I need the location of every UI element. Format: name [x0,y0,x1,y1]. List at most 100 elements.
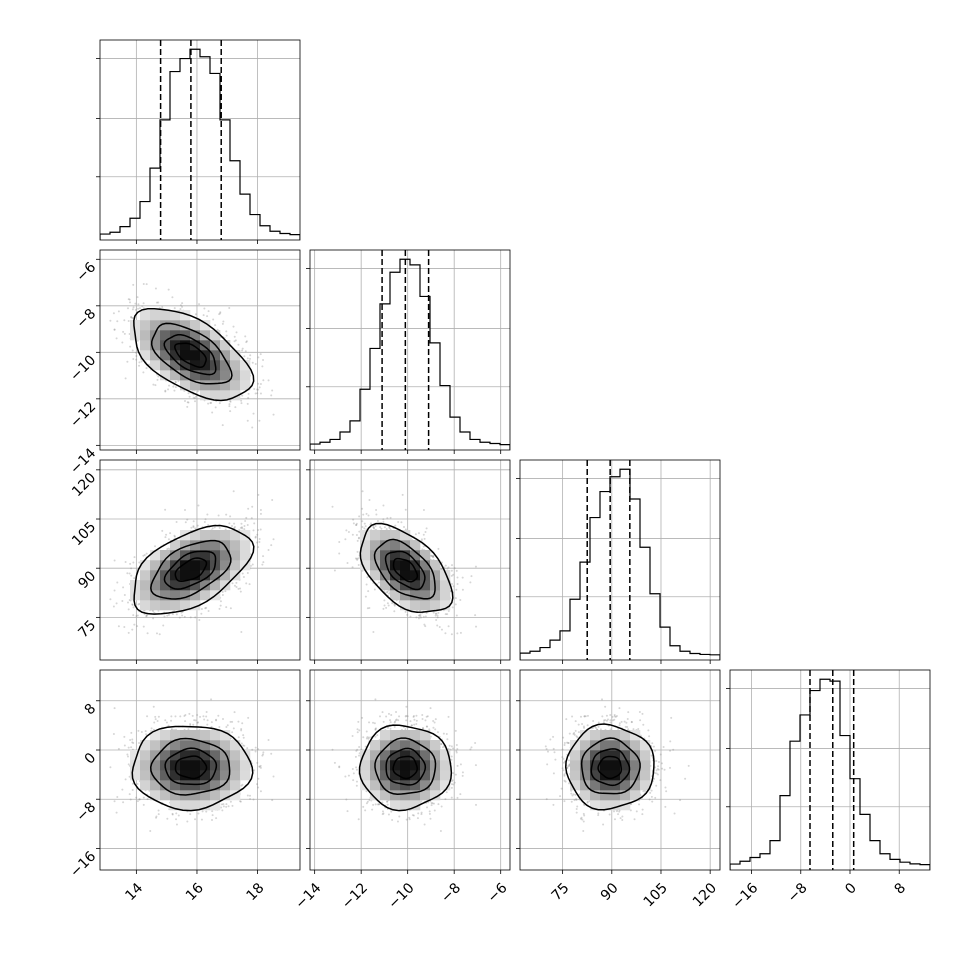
scatter-point [356,539,359,542]
density-cell [220,550,231,561]
scatter-point [351,533,354,536]
scatter-point [368,607,371,610]
scatter-point [196,524,199,527]
density-cell [430,590,441,601]
density-cell [150,600,161,611]
density-cell [220,340,231,351]
scatter-point [361,525,364,528]
scatter-point [187,392,190,395]
scatter-point [228,307,231,310]
density-cell [160,370,171,381]
scatter-point [456,576,459,579]
scatter-point [418,614,421,617]
scatter-point [256,533,259,536]
density-cell [180,350,191,361]
scatter-point [117,310,120,313]
scatter-point [237,736,240,739]
scatter-point [437,547,440,550]
density-cell [170,580,181,591]
density-cell [180,590,191,601]
scatter-point [133,623,136,626]
scatter-point [447,609,450,612]
scatter-point [149,830,152,833]
scatter-point [361,520,364,523]
panel-frame [519,459,721,661]
scatter-point [356,558,359,561]
scatter-point [446,567,449,570]
scatter-point [444,613,447,616]
density-cell [190,530,201,541]
density-cell [220,580,231,591]
density-cell [210,350,221,361]
scatter-point [352,522,355,525]
scatter-point [154,287,157,290]
scatter-point [385,606,388,609]
scatter-point [155,815,158,818]
scatter-point [84,768,86,770]
density-cell [150,580,161,591]
scatter-point [136,614,139,617]
scatter-point [133,556,136,559]
density-cell [130,320,141,331]
scatter-point [214,324,217,327]
scatter-point [135,358,138,361]
scatter-point [198,618,201,621]
scatter-point [190,526,193,529]
scatter-point [186,405,189,408]
scatter-point [189,616,192,619]
scatter-point [113,559,116,562]
scatter-point [262,561,265,564]
scatter-point [128,793,131,796]
scatter-point [109,319,112,322]
scatter-point [259,766,262,769]
density-cell [180,360,191,371]
scatter-point [383,526,386,529]
density-cell [190,350,201,361]
density-cell [200,590,211,601]
scatter-point [453,567,456,570]
scatter-point [242,576,245,579]
scatter-point [247,392,250,395]
scatter-point [246,571,249,574]
scatter-point [200,612,203,615]
scatter-point [188,395,191,398]
density-cell [240,550,251,561]
scatter-point [357,537,360,540]
density-cell [240,380,251,391]
scatter-point [454,603,457,606]
scatter-point [131,308,134,311]
scatter-point [355,523,358,526]
density-cell [180,540,191,551]
density-cell [230,350,241,361]
scatter-point [248,583,251,586]
scatter-point [171,728,174,731]
scatter-point [229,410,232,413]
scatter-point [388,527,391,530]
density-cell [390,560,401,571]
density-cell [230,540,241,551]
contour-2-0-0 [133,524,255,615]
scatter-point [370,522,373,525]
scatter-point [138,364,141,367]
scatter-point [171,613,174,616]
scatter-point [232,490,235,493]
scatter-point [173,307,176,310]
scatter-point [137,303,140,306]
histogram-1 [310,258,510,450]
scatter-point [145,283,148,286]
scatter-point [138,307,141,310]
scatter-point [167,547,170,550]
scatter-point [246,402,249,405]
scatter-point [459,631,462,634]
scatter-point [262,555,265,558]
scatter-point [257,356,260,359]
scatter-point [123,319,126,322]
scatter-point [129,562,132,565]
scatter-point [438,625,441,628]
density-cell [160,560,171,571]
density-cell [180,600,191,611]
scatter-point [367,514,370,517]
scatter-point [423,623,426,626]
scatter-point [451,606,454,609]
scatter-point [152,383,155,386]
